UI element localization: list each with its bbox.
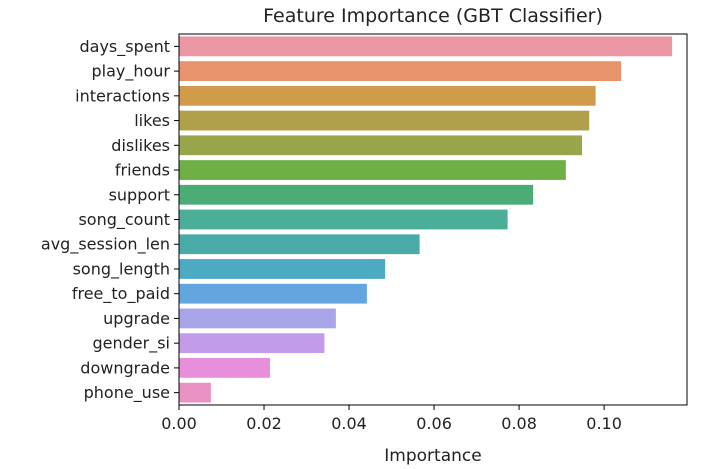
y-tick-label: gender_si xyxy=(93,334,171,354)
y-tick-label: downgrade xyxy=(80,358,170,377)
x-axis-ticks: 0.00 0.02 0.04 0.06 0.08 0.10 xyxy=(161,405,622,433)
bar-gender-si xyxy=(179,333,325,354)
bar-likes xyxy=(179,110,590,131)
y-tick-label: avg_session_len xyxy=(41,235,170,255)
y-tick-label: free_to_paid xyxy=(72,284,170,304)
y-tick-label: support xyxy=(109,185,170,204)
y-tick-label: song_count xyxy=(78,210,170,230)
bar-phone-use xyxy=(179,382,211,403)
x-tick-label: 0.02 xyxy=(246,414,282,433)
y-tick-label: play_hour xyxy=(91,62,170,82)
x-tick-label: 0.04 xyxy=(331,414,367,433)
bar-song-length xyxy=(179,259,386,279)
bar-days-spent xyxy=(179,36,673,57)
bar-friends xyxy=(179,160,566,180)
y-tick-label: song_length xyxy=(73,259,170,279)
bar-dislikes xyxy=(179,135,582,156)
bar-interactions xyxy=(179,85,596,106)
bar-upgrade xyxy=(179,308,336,329)
bar-free-to-paid xyxy=(179,283,367,304)
x-tick-label: 0.08 xyxy=(501,414,537,433)
y-tick-label: days_spent xyxy=(79,37,170,57)
bar-support xyxy=(179,184,534,205)
bars-layer xyxy=(179,36,673,403)
x-tick-label: 0.06 xyxy=(416,414,452,433)
y-tick-label: upgrade xyxy=(103,309,170,328)
plot-frame xyxy=(178,33,688,406)
y-tick-label: dislikes xyxy=(111,136,170,155)
bar-avg-session-len xyxy=(179,234,420,255)
bar-play-hour xyxy=(179,61,622,81)
bar-downgrade xyxy=(179,358,270,378)
x-tick-label: 0.10 xyxy=(586,414,622,433)
bar-song-count xyxy=(179,209,508,230)
x-tick-label: 0.00 xyxy=(161,414,197,433)
y-tick-label: interactions xyxy=(75,86,170,105)
y-tick-labels: days_spent play_hour interactions likes disl… xyxy=(41,37,179,403)
chart-title: Feature Importance (GBT Classifier) xyxy=(263,5,603,27)
y-tick-label: phone_use xyxy=(84,383,170,403)
y-tick-label: friends xyxy=(115,161,170,180)
y-tick-label: likes xyxy=(134,111,170,130)
x-axis-label: Importance xyxy=(384,446,481,466)
